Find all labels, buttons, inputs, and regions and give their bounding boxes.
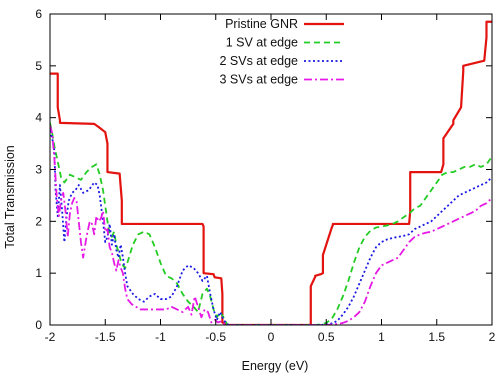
x-tick-label: -1 [155, 330, 166, 344]
y-tick-label: 4 [35, 111, 42, 125]
legend-label-2: 1 SV at edge [226, 36, 298, 50]
legend-label-1: Pristine GNR [225, 17, 298, 31]
x-tick-label: -2 [45, 330, 56, 344]
x-tick-label: 0 [268, 330, 275, 344]
y-tick-label: 2 [35, 214, 42, 228]
x-tick-label: 1 [378, 330, 385, 344]
legend-label-4: 3 SVs at edge [219, 73, 298, 87]
y-tick-label: 5 [35, 59, 42, 73]
series-line-4 [50, 125, 492, 325]
legend-label-3: 2 SVs at edge [219, 54, 298, 68]
x-tick-label: -0.5 [205, 330, 226, 344]
y-tick-label: 1 [35, 266, 42, 280]
series-layer [50, 20, 492, 325]
series-line-2 [50, 122, 492, 325]
y-tick-label: 6 [35, 7, 42, 21]
x-tick-label: 0.5 [318, 330, 335, 344]
legend: Pristine GNR 1 SV at edge 2 SVs at edge 3 S… [219, 17, 344, 87]
x-tick-label: 1.5 [428, 330, 445, 344]
y-tick-label: 3 [35, 163, 42, 177]
series-line-1 [50, 20, 492, 325]
x-axis-title: Energy (eV) [242, 359, 309, 373]
ticks: -2 -1.5 -1 -0.5 0 0.5 1 1.5 2 0 1 2 3 4 5 6 [35, 7, 495, 344]
y-tick-label: 0 [35, 318, 42, 332]
y-axis-title: Total Transmission [3, 145, 17, 249]
x-tick-label: 2 [489, 330, 496, 344]
series-line-3 [50, 130, 492, 325]
x-tick-label: -1.5 [95, 330, 116, 344]
